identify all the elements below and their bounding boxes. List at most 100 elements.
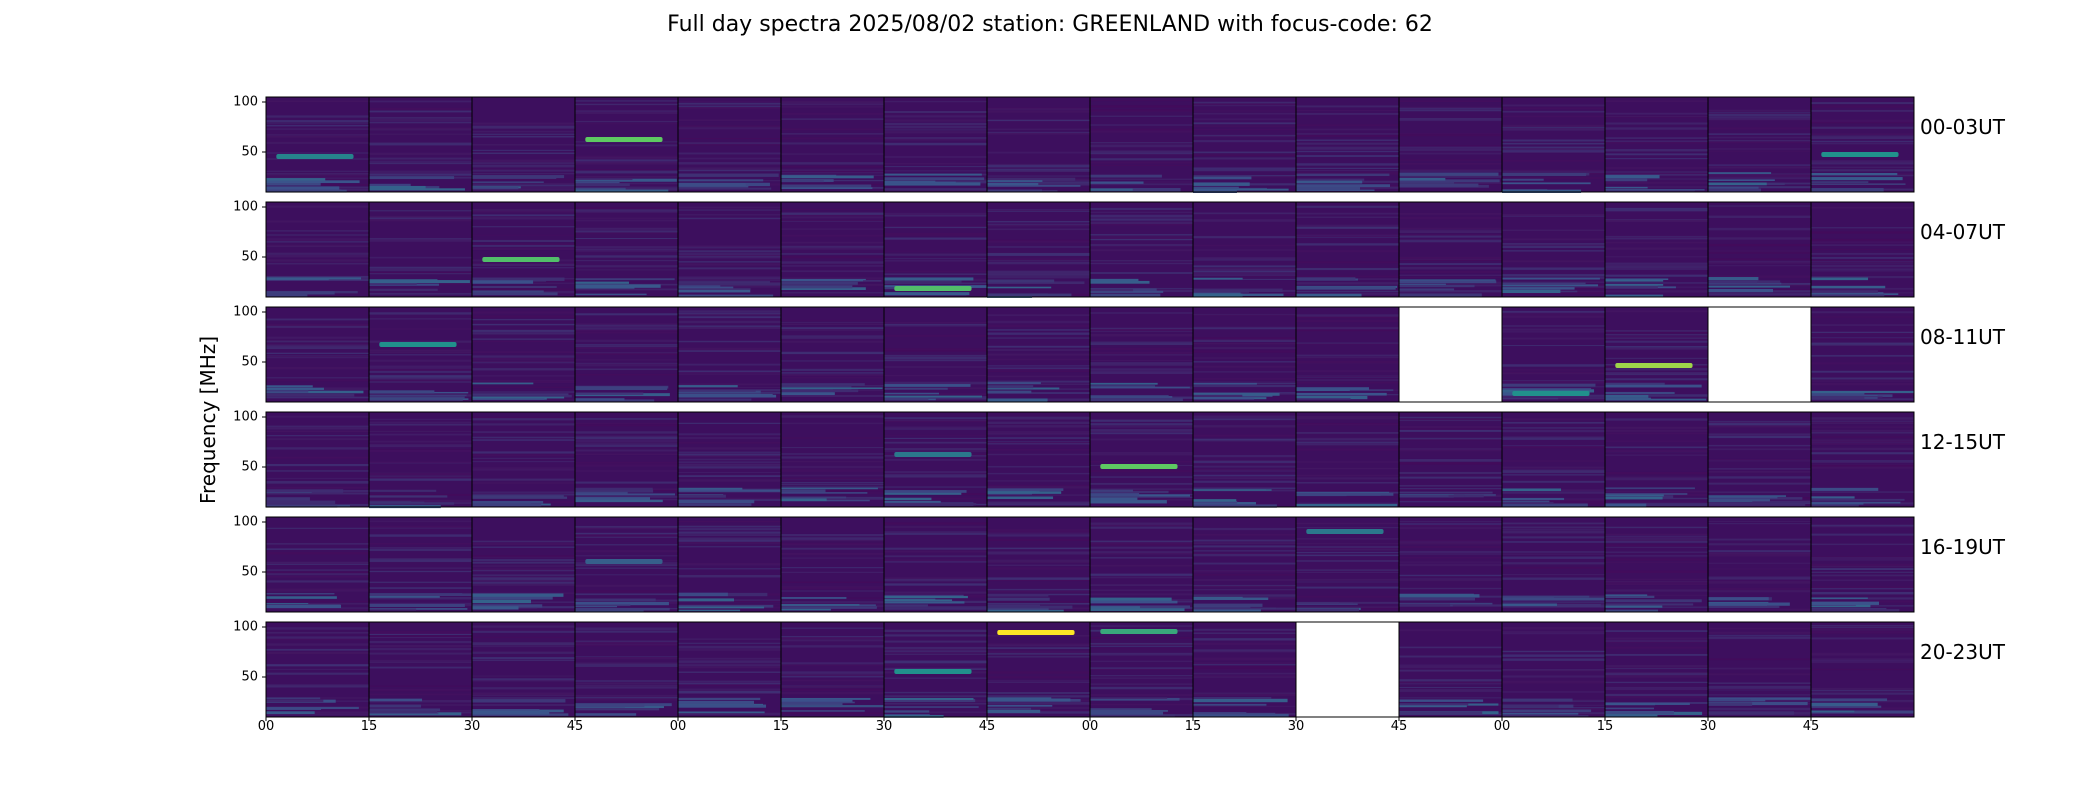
channel-line [1296,315,1399,318]
channel-line [472,243,575,245]
channel-line [575,544,678,546]
channel-line [1502,632,1605,635]
channel-line [266,323,369,326]
channel-line [987,225,1090,227]
channel-line [987,246,1090,248]
x-tick-label: 45 [1390,719,1408,734]
noise-band [1605,188,1705,191]
noise-band [369,595,440,598]
channel-line [1708,133,1811,135]
noise-band [266,182,321,186]
noise-band [1605,496,1663,500]
channel-line [472,657,575,660]
channel-line [369,581,472,584]
channel-line [1502,150,1605,153]
noise-band [1708,277,1759,281]
channel-line [781,686,884,688]
channel-line [1193,579,1296,581]
channel-line [1708,166,1811,169]
channel-line [987,453,1090,456]
spectrum-panel [574,201,679,298]
channel-line [1708,554,1811,557]
channel-line [1296,316,1399,319]
channel-line [987,465,1090,468]
noise-band [884,710,930,713]
channel-line [678,712,781,716]
channel-line [987,332,1090,335]
noise-band [1090,188,1133,191]
channel-line [266,447,369,450]
channel-line [369,143,472,146]
channel-line [781,132,884,135]
noise-band [1090,181,1144,184]
channel-line [266,318,369,321]
channel-line [678,386,781,389]
spectrum-panel [1089,201,1194,298]
noise-band [1090,382,1158,385]
noise-band [884,387,948,390]
channel-line [575,227,678,230]
channel-line [1605,282,1708,284]
y-tick-label: 100 [233,514,258,530]
channel-line [266,430,369,433]
channel-line [369,543,472,545]
channel-line [1811,324,1914,326]
channel-line [884,471,987,474]
channel-line [1193,357,1296,359]
channel-line [1605,372,1708,375]
channel-line [1708,113,1811,117]
channel-line [1502,429,1605,433]
noise-band [1605,285,1658,289]
channel-line [575,155,678,158]
channel-line [987,432,1090,434]
channel-line [781,377,884,379]
channel-line [781,498,884,500]
channel-line [1193,244,1296,247]
noise-band [1296,608,1360,612]
channel-line [1502,437,1605,440]
channel-line [678,451,781,453]
channel-line [678,157,781,160]
channel-line [1399,669,1502,672]
channel-line [1708,568,1811,570]
channel-line [1193,314,1296,316]
channel-line [1502,577,1605,580]
channel-line [1193,257,1296,260]
channel-line [1193,371,1296,373]
channel-line [1811,692,1914,695]
noise-band [1193,176,1252,180]
channel-line [781,688,884,691]
channel-line [678,680,781,683]
channel-line [1193,460,1296,463]
noise-band [1296,392,1387,396]
noise-band [1605,397,1651,400]
channel-line [1399,118,1502,120]
spectrum-panel [471,306,576,403]
noise-band [1090,597,1172,601]
channel-line [266,396,369,399]
channel-line [781,394,884,397]
channel-line [884,350,987,352]
channel-line [1399,448,1502,450]
channel-line [1193,118,1296,121]
channel-line [1090,683,1193,685]
channel-line [1811,252,1914,255]
noise-band [472,596,553,600]
channel-line [1090,342,1193,346]
noise-band [1605,175,1660,179]
channel-line [1502,470,1605,474]
channel-line [266,343,369,346]
noise-band [369,708,441,712]
channel-line [781,171,884,174]
channel-line [678,472,781,474]
channel-line [884,250,987,252]
noise-band [1502,502,1554,505]
channel-line [472,152,575,155]
channel-line [266,711,369,714]
channel-line [1090,430,1193,433]
noise-band [1502,172,1587,176]
channel-line [369,597,472,599]
channel-line [678,312,781,315]
channel-line [884,434,987,436]
channel-line [884,522,987,525]
